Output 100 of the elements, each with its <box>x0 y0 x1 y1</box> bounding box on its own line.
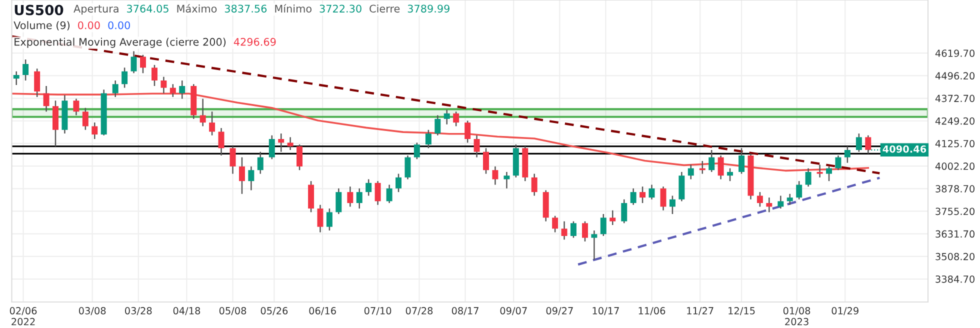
candlestick <box>92 122 98 140</box>
candlestick <box>218 127 224 156</box>
candlestick <box>835 154 842 171</box>
annotation: 4296.69 <box>234 38 276 46</box>
candlestick <box>483 148 489 174</box>
y-tick-label: 4372.70 <box>935 94 975 102</box>
x-tick-label: 05/26 <box>260 307 288 316</box>
annotation: 0.00 <box>78 21 100 30</box>
x-tick-label: 03/08 <box>78 307 106 316</box>
candlestick <box>13 70 20 86</box>
x-tick-label: 11/06 <box>638 307 666 316</box>
candlestick <box>531 173 538 196</box>
candlestick <box>648 184 655 200</box>
candlestick <box>122 67 128 88</box>
candlestick <box>474 134 480 158</box>
candlestick <box>356 188 362 210</box>
y-tick-label: 4619.70 <box>935 50 975 57</box>
candlestick <box>326 208 332 232</box>
candlestick <box>82 107 88 130</box>
candlestick <box>209 110 216 136</box>
candlestick <box>504 171 510 190</box>
candlestick <box>600 213 606 237</box>
y-tick-label: 4496.20 <box>935 72 975 80</box>
candlestick <box>844 146 850 164</box>
candlestick <box>386 184 392 204</box>
candlestick <box>727 168 734 182</box>
x-tick-label: 11/27 <box>687 307 714 316</box>
annotation: Exponential Moving Average (cierre 200) <box>14 38 226 48</box>
candlestick <box>404 154 411 180</box>
candlestick <box>621 198 628 224</box>
candlestick <box>826 166 832 182</box>
candlestick <box>34 68 40 98</box>
candlestick <box>816 164 823 178</box>
x-tick-label: 01/08 2023 <box>783 307 810 326</box>
candlestick <box>336 188 342 215</box>
candlestick <box>257 151 264 174</box>
x-tick-label: 01/29 <box>832 307 858 316</box>
y-tick-label: 3631.70 <box>936 230 975 238</box>
candlestick <box>130 50 137 74</box>
x-tick-label: 10/17 <box>592 307 619 316</box>
candlestick <box>374 180 381 206</box>
x-tick-label: 09/27 <box>546 307 573 316</box>
candlestick <box>366 178 372 196</box>
candlestick <box>561 220 568 240</box>
candlestick <box>453 110 460 127</box>
x-tick-label: 03/28 <box>125 307 152 316</box>
chart-title: US500 <box>14 4 64 16</box>
candlestick <box>140 54 146 74</box>
x-tick-label: 05/08 <box>219 307 246 316</box>
candlestick <box>112 80 118 98</box>
annotation: 3837.56 <box>224 4 267 13</box>
candlestick <box>179 80 186 100</box>
candlestick <box>248 166 254 191</box>
candlestick <box>43 85 50 112</box>
candlestick <box>287 136 294 151</box>
x-tick-label: 02/06 2022 <box>10 307 37 326</box>
candlestick <box>464 120 471 144</box>
annotation: 3789.99 <box>408 4 450 13</box>
x-tick-label: 12/15 <box>728 307 755 316</box>
candlestick <box>317 204 324 233</box>
candlestick <box>492 166 498 186</box>
candlestick <box>738 148 745 174</box>
candlestick <box>414 142 420 160</box>
y-tick-label: 3878.70 <box>936 185 975 192</box>
candlestick <box>766 196 772 213</box>
candlestick <box>434 114 441 136</box>
candlestick <box>865 134 872 154</box>
candlestick <box>796 180 802 200</box>
candlestick <box>444 109 450 126</box>
x-tick-label: 06/16 <box>309 307 336 316</box>
x-tick-label: 09/07 <box>500 307 527 316</box>
candlestick <box>786 193 793 206</box>
candlestick <box>268 134 275 160</box>
annotation: 4090.46 <box>882 145 926 153</box>
candlestick <box>591 230 598 260</box>
candlestick <box>630 188 636 206</box>
annotation: 3722.30 <box>320 4 362 13</box>
annotation: Mínimo <box>275 4 312 13</box>
candlestick <box>308 180 314 213</box>
candlestick <box>200 98 206 127</box>
candlestick <box>230 146 236 174</box>
candlestick <box>856 132 862 152</box>
x-tick-label: 08/17 <box>452 307 478 316</box>
candlestick <box>660 186 666 211</box>
candlestick <box>805 168 812 188</box>
annotation: 0.00 <box>108 21 130 30</box>
annotation: Cierre <box>370 4 400 13</box>
candlestick <box>688 164 694 180</box>
y-tick-label: 3755.20 <box>936 208 975 216</box>
candlestick <box>22 58 29 82</box>
candlestick <box>170 84 176 98</box>
y-tick-label: 4002.20 <box>935 162 975 170</box>
annotation: Volume (9) <box>14 21 70 30</box>
x-tick-label: 04/18 <box>173 307 200 316</box>
candlestick <box>296 144 303 171</box>
y-tick-label: 4249.20 <box>935 117 975 125</box>
candlestick <box>160 76 167 94</box>
candlestick <box>238 156 245 195</box>
candlestick <box>552 215 558 233</box>
candlestick <box>756 191 763 208</box>
